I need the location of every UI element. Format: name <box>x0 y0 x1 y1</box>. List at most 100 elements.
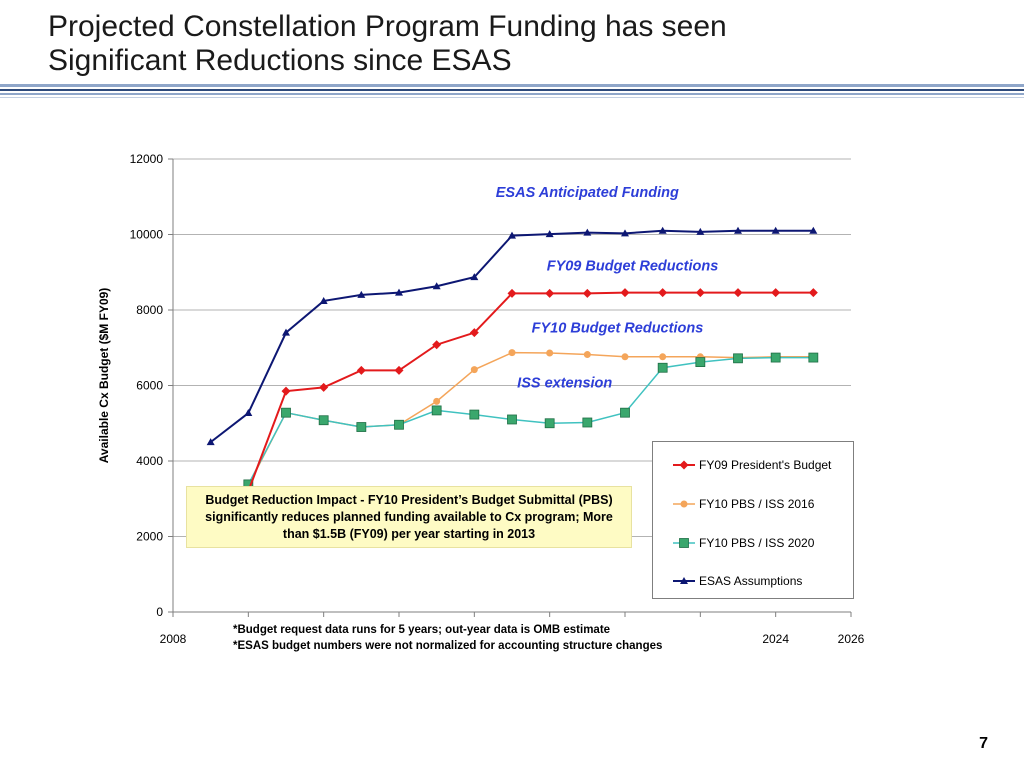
legend-swatch <box>673 500 695 508</box>
y-tick-label: 2000 <box>136 530 163 544</box>
data-point <box>733 288 743 298</box>
data-point <box>808 352 819 363</box>
x-tick-label: 2024 <box>762 632 789 646</box>
x-tick-label: 2008 <box>160 632 187 646</box>
chart-annotation: ESAS Anticipated Funding <box>496 185 679 201</box>
data-point <box>469 328 479 338</box>
chart-annotation: FY10 Budget Reductions <box>532 321 704 337</box>
data-point <box>809 226 818 234</box>
x-tick-label: 2026 <box>838 632 865 646</box>
legend-swatch <box>673 577 695 584</box>
legend-label: FY09 President's Budget <box>699 458 832 472</box>
chart-annotation: FY09 Budget Reductions <box>547 258 719 274</box>
y-tick-label: 10000 <box>130 228 164 242</box>
data-point <box>356 365 366 375</box>
legend-item: FY10 PBS / ISS 2020 <box>673 533 814 553</box>
data-point <box>470 366 478 374</box>
data-point <box>433 397 441 405</box>
data-point <box>432 282 441 290</box>
title-rule-3 <box>0 93 1024 95</box>
legend-label: FY10 PBS / ISS 2016 <box>699 497 815 511</box>
series-1 <box>243 288 818 496</box>
series-3 <box>243 352 819 490</box>
series-4 <box>206 226 818 446</box>
data-point <box>659 353 667 361</box>
title-rule-4 <box>0 97 1024 98</box>
data-point <box>281 407 291 418</box>
data-point <box>658 226 667 234</box>
page-number: 7 <box>979 735 988 752</box>
footnotes: *Budget request data runs for 5 years; o… <box>233 622 662 654</box>
slide-title: Projected Constellation Program Funding … <box>48 10 948 78</box>
data-point <box>545 230 554 238</box>
data-point <box>546 349 554 357</box>
data-point <box>695 357 706 367</box>
series-line <box>247 356 814 485</box>
data-point <box>583 351 591 359</box>
legend-swatch <box>673 460 695 470</box>
data-point <box>432 340 442 350</box>
data-point <box>394 419 404 430</box>
legend-item: FY09 President's Budget <box>673 455 831 475</box>
y-tick-label: 8000 <box>136 303 163 317</box>
data-point <box>394 365 404 375</box>
data-point <box>695 288 705 298</box>
data-point <box>771 288 781 298</box>
data-point <box>770 352 781 363</box>
legend-item: FY10 PBS / ISS 2016 <box>673 494 814 514</box>
data-point <box>696 227 705 235</box>
data-point <box>281 386 291 396</box>
y-tick-label: 12000 <box>130 152 164 166</box>
data-point <box>206 438 215 446</box>
data-point <box>545 288 555 298</box>
legend-label: ESAS Assumptions <box>699 574 803 588</box>
series-line <box>247 291 814 492</box>
chart-legend: FY09 President's Budget FY10 PBS / ISS 20… <box>652 441 854 599</box>
data-point <box>395 288 403 296</box>
data-point <box>620 288 630 298</box>
data-point <box>244 409 253 417</box>
data-point <box>771 226 780 234</box>
y-tick-label: 4000 <box>136 454 163 468</box>
data-point <box>469 409 480 420</box>
data-point <box>734 226 742 234</box>
title-rule-1 <box>0 84 1024 87</box>
data-point <box>582 417 593 428</box>
y-tick-label: 0 <box>156 605 163 619</box>
impact-callout: Budget Reduction Impact - FY10 President… <box>186 486 632 548</box>
impact-text: Budget Reduction Impact - FY10 President… <box>205 492 613 541</box>
data-point <box>357 290 366 298</box>
y-axis-label: Available Cx Budget ($M FY09) <box>97 288 111 464</box>
data-point <box>507 288 517 298</box>
data-point <box>657 362 668 373</box>
data-point <box>508 231 516 239</box>
data-point <box>621 353 629 361</box>
legend-marker <box>680 577 688 584</box>
title-line-2: Significant Reductions since ESAS <box>48 44 512 77</box>
data-point <box>431 405 442 416</box>
data-point <box>583 228 592 236</box>
data-point <box>620 407 630 418</box>
legend-marker <box>680 500 688 508</box>
legend-label: FY10 PBS / ISS 2020 <box>699 536 815 550</box>
legend-item: ESAS Assumptions <box>673 571 802 591</box>
data-point <box>356 422 367 432</box>
data-point <box>808 288 818 298</box>
data-point <box>508 349 516 357</box>
data-point <box>621 229 629 237</box>
title-line-1: Projected Constellation Program Funding … <box>48 10 727 43</box>
data-point <box>318 415 329 426</box>
data-point <box>507 414 517 425</box>
data-point <box>470 273 479 281</box>
data-point <box>658 288 668 298</box>
legend-marker <box>679 538 689 548</box>
data-point <box>544 418 555 429</box>
data-point <box>319 382 329 392</box>
legend-swatch <box>673 538 695 548</box>
data-point <box>282 328 290 336</box>
footnote-2: *ESAS budget numbers were not normalized… <box>233 640 663 652</box>
data-point <box>582 288 592 298</box>
title-rule-2 <box>0 89 1024 91</box>
series-line <box>210 229 814 443</box>
